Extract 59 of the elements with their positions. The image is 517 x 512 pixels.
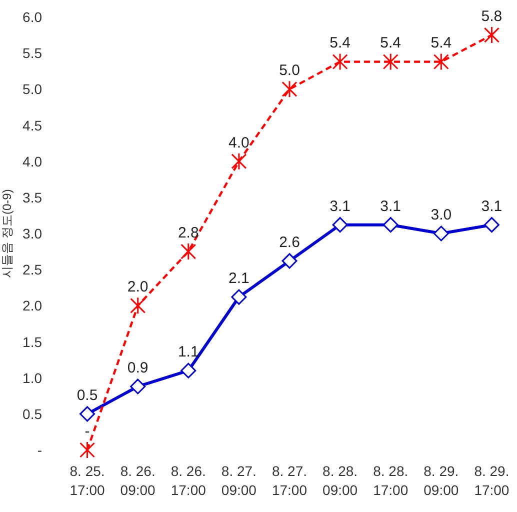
x-tick-label: 8. 26. 17:00: [170, 463, 206, 498]
x-tick-label: 8. 28. 09:00: [322, 463, 358, 498]
y-tick-label: 5.5: [22, 45, 42, 62]
data-label: 4.0: [228, 134, 250, 152]
y-tick-label: -: [37, 442, 42, 458]
x-tick-label: 8. 26. 09:00: [120, 463, 156, 498]
y-tick-label: 4.5: [22, 117, 42, 134]
data-label: 5.4: [430, 34, 452, 52]
data-label: 2.1: [228, 270, 250, 288]
y-tick-label: 4.0: [22, 153, 42, 170]
data-label: -: [84, 423, 90, 440]
point: [80, 441, 96, 459]
point: [433, 52, 449, 70]
data-label: 3.1: [481, 198, 502, 215]
data-label: 3.1: [380, 198, 402, 215]
point: [433, 226, 449, 242]
x-tick-label: 8. 27. 09:00: [221, 463, 257, 498]
point: [130, 296, 146, 314]
point: [332, 52, 348, 70]
data-label: 0.9: [127, 359, 148, 376]
y-tick-label: 3.0: [22, 226, 42, 242]
point: [130, 378, 146, 394]
point: [231, 152, 247, 170]
y-tick-label: 1.0: [22, 370, 42, 386]
x-tick-label: 8. 25. 17:00: [70, 463, 105, 498]
y-tick-label: 1.5: [22, 334, 42, 350]
y-tick-label: 2.5: [22, 262, 42, 278]
y-tick-label: 3.5: [22, 189, 42, 206]
x-tick-label: 8. 29. 09:00: [424, 463, 459, 498]
y-tick-label: 5.0: [22, 81, 42, 98]
data-label: 5.0: [279, 62, 300, 80]
point: [484, 217, 500, 233]
y-tick-label: 6.0: [22, 9, 42, 25]
point: [231, 289, 247, 305]
point: [80, 406, 96, 422]
data-label: 3.0: [430, 206, 452, 224]
data-label: 5.4: [330, 34, 350, 52]
point: [282, 80, 298, 98]
point: [180, 362, 196, 378]
x-tick-label: 8. 29. 17:00: [474, 463, 510, 498]
data-label: 3.1: [330, 198, 350, 215]
point: [332, 217, 348, 233]
data-label: 0.5: [76, 386, 98, 404]
y-tick-label: 0.5: [22, 406, 42, 422]
point: [382, 52, 398, 70]
data-label: 5.8: [481, 8, 502, 26]
data-label: 2.0: [127, 278, 148, 296]
x-tick-label: 8. 27. 17:00: [272, 463, 308, 498]
y-tick-label: 2.0: [22, 298, 42, 314]
point: [484, 26, 500, 44]
y-axis-title: 시들음 정도(0-9): [0, 189, 14, 278]
x-tick-label: 8. 28. 17:00: [373, 463, 408, 498]
data-label: 1.1: [178, 344, 199, 361]
point: [282, 253, 298, 269]
point: [180, 242, 196, 260]
data-label: 2.8: [178, 224, 199, 242]
point: [382, 217, 398, 233]
data-label: 5.4: [380, 34, 402, 52]
data-label: 2.6: [279, 234, 300, 251]
